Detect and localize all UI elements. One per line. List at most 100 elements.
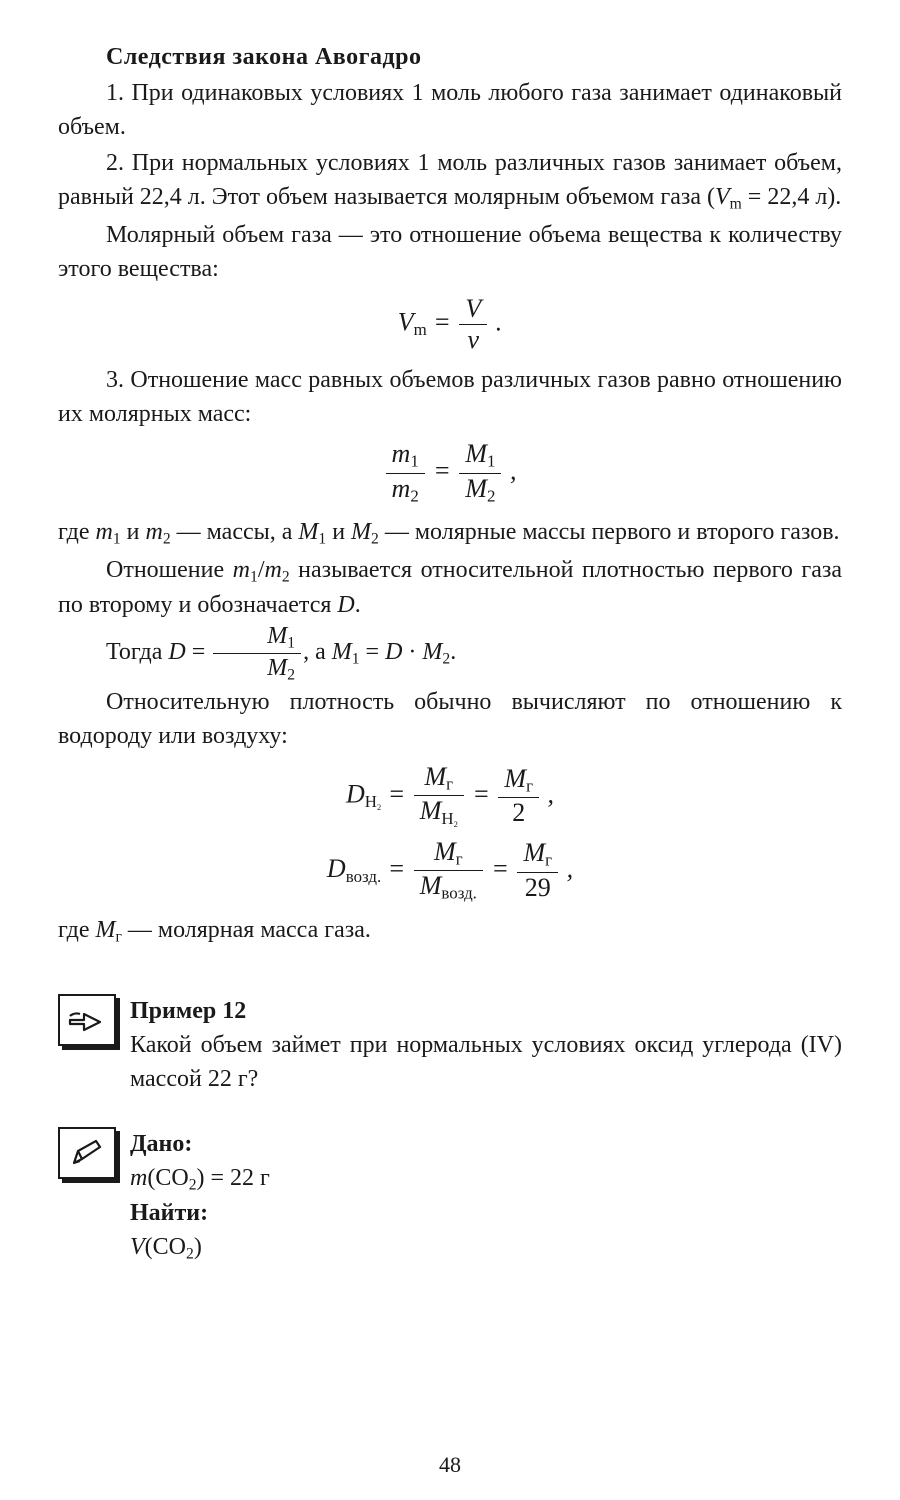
sub: 1 — [250, 568, 258, 585]
numerator: Mг — [414, 839, 483, 871]
fraction: M1 M2 — [459, 441, 501, 505]
text: (CO — [145, 1234, 186, 1260]
eq: = — [381, 854, 412, 883]
fraction: Vν — [459, 296, 487, 353]
var: m — [264, 557, 281, 583]
sub: m — [414, 320, 427, 339]
var: M — [424, 762, 446, 791]
comma: , — [541, 779, 554, 808]
var: m — [146, 519, 163, 545]
sub-txt: H — [441, 809, 453, 828]
var: M — [422, 639, 442, 665]
paragraph-1: 1. При одинаковых условиях 1 моль любого… — [58, 76, 842, 144]
sub: 2 — [163, 531, 171, 548]
var: M — [465, 474, 487, 503]
eq: = — [381, 779, 412, 808]
sub: г — [456, 849, 463, 868]
eq: = — [360, 639, 386, 665]
var: D — [327, 854, 346, 883]
paragraph-4: 3. Отношение масс равных объемов различн… — [58, 363, 842, 431]
text: ) = 22 г — [196, 1165, 269, 1191]
var: M — [465, 439, 487, 468]
var: D — [346, 779, 365, 808]
var: M — [267, 623, 287, 649]
sub: 1 — [287, 635, 295, 652]
text: где — [58, 519, 96, 545]
denominator: M2 — [459, 473, 501, 506]
fraction: Mг Mвозд. — [414, 839, 483, 903]
section-title: Следствия закона Авогадро — [58, 40, 842, 74]
var: m — [392, 474, 411, 503]
eq: = — [466, 779, 497, 808]
subsub: 2 — [454, 819, 458, 829]
example-question: Какой объем займет при нормальных услови… — [130, 1028, 842, 1096]
denominator: Mвозд. — [414, 870, 483, 903]
fraction: M1 M2 — [213, 624, 301, 683]
sub: г — [526, 776, 533, 795]
period: . — [489, 307, 502, 336]
comma: , — [503, 456, 516, 485]
sub: 1 — [487, 452, 495, 471]
given-line: m(CO2) = 22 г — [130, 1161, 842, 1197]
paragraph-3: Молярный объем газа — это отношение объе… — [58, 218, 842, 286]
given-text: Дано: m(CO2) = 22 г Найти: V(CO2) — [130, 1127, 842, 1266]
paragraph-2: 2. При нормальных условиях 1 моль различ… — [58, 146, 842, 216]
eq: = — [485, 854, 516, 883]
paragraph-9: где Mг — молярная масса газа. — [58, 913, 842, 949]
text: — молярные массы первого и второго газов… — [379, 519, 840, 545]
numerator: Mг — [414, 764, 464, 796]
var: D — [168, 639, 185, 665]
var: V — [398, 307, 414, 336]
text: где — [58, 917, 96, 943]
text: — массы, а — [171, 519, 299, 545]
var: M — [523, 838, 545, 867]
var: D — [337, 592, 354, 618]
var: m — [392, 439, 411, 468]
text: (CO — [147, 1165, 188, 1191]
var: m — [130, 1165, 147, 1191]
comma: , — [560, 854, 573, 883]
text: и — [326, 519, 351, 545]
var: M — [351, 519, 371, 545]
paragraph-5: где m1 и m2 — массы, а M1 и M2 — молярны… — [58, 515, 842, 551]
var: m — [96, 519, 113, 545]
formula-dh2: DH2 = Mг MH2 = Mг 2 , — [58, 764, 842, 829]
sub-txt: H — [365, 792, 377, 811]
find-line: V(CO2) — [130, 1230, 842, 1266]
var: M — [420, 796, 442, 825]
given-label: Дано: — [130, 1127, 842, 1161]
var: M — [434, 837, 456, 866]
sub: возд. — [441, 884, 477, 903]
formula-mass-ratio: m1 m2 = M1 M2 , — [58, 441, 842, 505]
denominator: m2 — [386, 473, 425, 506]
eq: = — [186, 639, 212, 665]
example-text: Пример 12 Какой объем займет при нормаль… — [130, 994, 842, 1096]
var: D — [385, 639, 402, 665]
paragraph-8: Относительную плотность обычно вычисляют… — [58, 685, 842, 753]
fraction: Mг MH2 — [414, 764, 464, 829]
denominator: 29 — [517, 872, 558, 901]
sub: 2 — [410, 486, 418, 505]
period: . — [355, 592, 361, 618]
period: . — [450, 639, 456, 665]
eq: = — [427, 307, 458, 336]
example-block: Пример 12 Какой объем займет при нормаль… — [58, 994, 842, 1096]
denominator: 2 — [498, 797, 539, 826]
var: M — [298, 519, 318, 545]
sub: возд. — [346, 866, 382, 885]
sub: 1 — [352, 651, 360, 668]
sub: 2 — [371, 531, 379, 548]
sub: 2 — [186, 1246, 194, 1263]
var-vm: V — [715, 184, 730, 210]
var: m — [233, 557, 250, 583]
numerator: V — [459, 296, 487, 324]
var: M — [332, 639, 352, 665]
textbook-page: Следствия закона Авогадро 1. При одинако… — [0, 0, 900, 1500]
text: — молярная масса газа. — [122, 917, 371, 943]
sub: г — [545, 851, 552, 870]
var: M — [504, 764, 526, 793]
sub-m: m — [730, 196, 742, 213]
numerator: M1 — [459, 441, 501, 473]
example-heading: Пример 12 — [130, 994, 842, 1028]
text: и — [121, 519, 146, 545]
